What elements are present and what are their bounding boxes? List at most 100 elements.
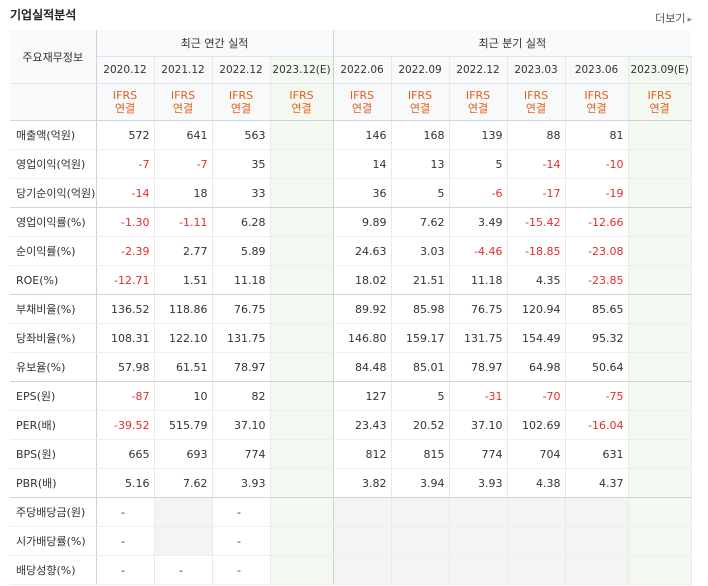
table-cell: 24.63 [333,236,392,266]
table-cell: 3.82 [333,468,392,498]
table-cell: 122.10 [154,323,213,353]
period-header: 2023.06 [565,56,629,84]
period-header: 2021.12 [154,56,213,84]
table-cell [628,381,692,411]
table-cell: 665 [96,439,155,469]
table-cell: 704 [507,439,566,469]
table-cell: 20.52 [391,410,450,440]
basis-line2: 연결 [351,102,373,115]
table-cell [270,178,334,208]
basis-line1: IFRS [465,89,491,102]
table-cell [270,381,334,411]
table-cell [628,120,692,150]
table-cell: 631 [565,439,629,469]
basis-header: IFRS 연결 [565,83,629,121]
basis-header: IFRS 연결 [96,83,155,121]
table-cell: 815 [391,439,450,469]
table-row: ROE(%) -12.71 1.51 11.18 18.02 21.51 11.18 4.35… [10,265,692,295]
table-row: 시가배당률(%) - - [10,526,692,556]
table-cell: 85.98 [391,294,450,324]
basis-line2: 연결 [230,102,252,115]
table-cell: 774 [449,439,508,469]
table-cell: -1.30 [96,207,155,237]
table-cell [270,207,334,237]
table-cell: 82 [212,381,271,411]
financial-table: 주요재무정보 최근 연간 실적 최근 분기 실적 2020.12 2021.12 2… [10,30,692,585]
table-cell [333,526,392,556]
table-cell: 4.35 [507,265,566,295]
table-cell: -75 [565,381,629,411]
table-cell: -1.11 [154,207,213,237]
table-cell [270,439,334,469]
table-cell: 641 [154,120,213,150]
table-cell: 11.18 [449,265,508,295]
table-cell: 21.51 [391,265,450,295]
table-cell: 57.98 [96,352,155,382]
table-cell: 4.38 [507,468,566,498]
table-cell: 84.48 [333,352,392,382]
table-cell: -87 [96,381,155,411]
more-link[interactable]: 더보기 ▸ [655,10,692,26]
table-row: 배당성향(%) - - - [10,555,692,585]
period-header: 2022.06 [333,56,392,84]
table-cell: 7.62 [391,207,450,237]
basis-line1: IFRS [647,89,672,102]
table-cell: -17 [507,178,566,208]
table-cell: 11.18 [212,265,271,295]
table-cell [449,497,508,527]
table-cell: -39.52 [96,410,155,440]
table-cell: 78.97 [449,352,508,382]
table-cell: 4.37 [565,468,629,498]
table-cell: -6 [449,178,508,208]
period-header: 2022.12 [449,56,508,84]
row-label: 부채비율(%) [10,294,97,324]
table-cell [270,149,334,179]
table-cell: -31 [449,381,508,411]
table-cell: -70 [507,381,566,411]
basis-header: IFRS 연결 [391,83,450,121]
table-cell: 693 [154,439,213,469]
row-label: BPS(원) [10,439,97,469]
table-row: BPS(원) 665 693 774 812 815 774 704 631 [10,439,692,469]
table-cell: - [154,555,213,585]
table-cell: -7 [96,149,155,179]
section-header: 기업실적분석 더보기 ▸ [0,0,708,30]
section-title: 기업실적분석 [10,8,77,22]
basis-line1: IFRS [523,89,549,102]
period-header: 2020.12 [96,56,155,84]
more-label: 더보기 [655,12,686,25]
table-cell: -19 [565,178,629,208]
table-row: 순이익률(%) -2.39 2.77 5.89 24.63 3.03 -4.46 -18.85… [10,236,692,266]
basis-line2: 연결 [291,102,312,115]
table-cell: -7 [154,149,213,179]
table-cell: 85.65 [565,294,629,324]
table-cell: 95.32 [565,323,629,353]
table-cell [270,555,334,585]
table-cell [270,236,334,266]
basis-header: IFRS 연결 [628,83,692,121]
table-cell: - [96,497,155,527]
table-cell: 131.75 [449,323,508,353]
period-header: 2023.09(E) [628,56,692,84]
table-cell: 50.64 [565,352,629,382]
quarter-group-header: 최근 분기 실적 [333,30,692,57]
table-cell: 14 [333,149,392,179]
table-cell [507,497,566,527]
table-cell: 6.28 [212,207,271,237]
table-cell: 3.03 [391,236,450,266]
table-cell [507,555,566,585]
table-cell [391,497,450,527]
table-cell: 108.31 [96,323,155,353]
table-cell: 146 [333,120,392,150]
table-cell: 120.94 [507,294,566,324]
table-cell: 5 [449,149,508,179]
table-row: 주당배당금(원) - - [10,497,692,527]
table-cell: 5.89 [212,236,271,266]
table-cell [628,323,692,353]
basis-header: IFRS 연결 [507,83,566,121]
table-cell: -16.04 [565,410,629,440]
table-cell: -12.66 [565,207,629,237]
table-cell: 81 [565,120,629,150]
table-cell: 78.97 [212,352,271,382]
table-cell: -15.42 [507,207,566,237]
